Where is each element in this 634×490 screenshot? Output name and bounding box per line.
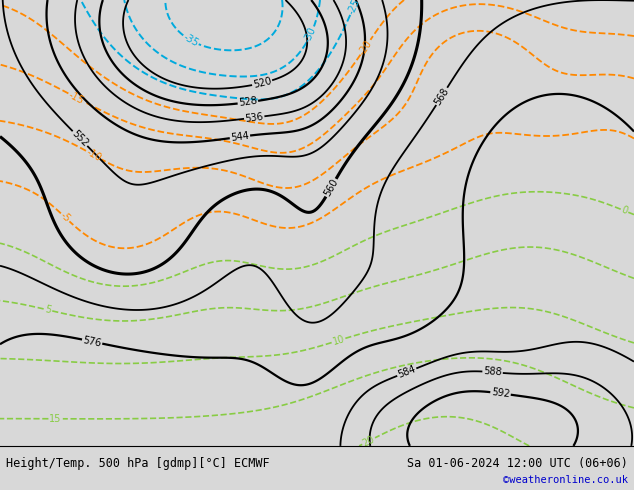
Text: -5: -5 [58, 210, 72, 224]
Text: -30: -30 [302, 25, 318, 44]
Text: 568: 568 [432, 86, 451, 107]
Text: 552: 552 [70, 128, 90, 149]
Text: Sa 01-06-2024 12:00 UTC (06+06): Sa 01-06-2024 12:00 UTC (06+06) [407, 457, 628, 469]
Text: 544: 544 [230, 131, 250, 143]
Text: Height/Temp. 500 hPa [gdmp][°C] ECMWF: Height/Temp. 500 hPa [gdmp][°C] ECMWF [6, 457, 270, 469]
Text: 15: 15 [49, 414, 62, 424]
Text: 20: 20 [361, 434, 377, 448]
Text: 584: 584 [396, 364, 417, 380]
Text: -15: -15 [67, 90, 86, 106]
Text: 588: 588 [483, 367, 502, 378]
Text: 520: 520 [252, 76, 273, 90]
Text: 560: 560 [322, 177, 340, 198]
Text: 576: 576 [82, 335, 102, 348]
Text: 536: 536 [245, 111, 264, 123]
Text: 5: 5 [44, 304, 52, 316]
Text: -10: -10 [84, 147, 103, 163]
Text: 10: 10 [331, 334, 346, 347]
Text: 592: 592 [491, 387, 510, 399]
Text: -25: -25 [346, 0, 361, 16]
Text: ©weatheronline.co.uk: ©weatheronline.co.uk [503, 475, 628, 485]
Text: -35: -35 [181, 32, 200, 49]
Text: 528: 528 [238, 96, 258, 108]
Text: -20: -20 [357, 38, 374, 57]
Text: 0: 0 [620, 205, 629, 217]
